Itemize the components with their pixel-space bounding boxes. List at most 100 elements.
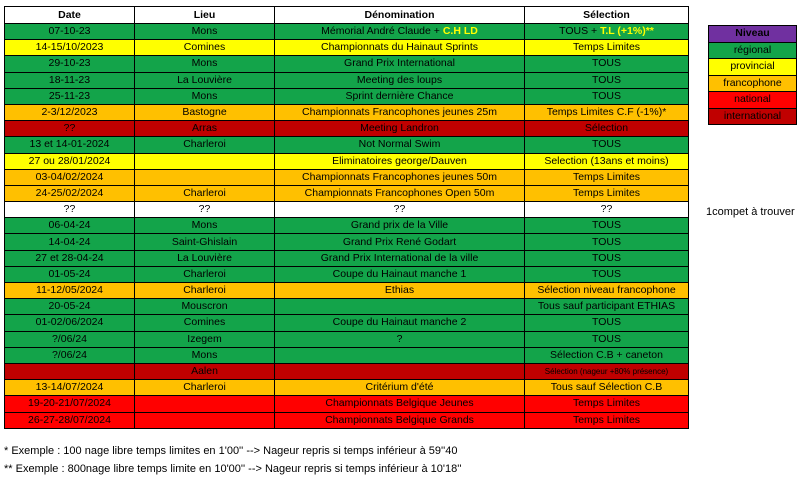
selection-cell: Tous sauf Sélection C.B <box>524 379 689 397</box>
selection-cell: TOUS <box>524 55 689 73</box>
date-cell: 13-14/07/2024 <box>4 379 135 397</box>
date-text: ?? <box>63 122 76 135</box>
lieu-text: Mons <box>191 89 218 102</box>
date-cell: 01-05-24 <box>4 265 135 284</box>
denomination-cell: Coupe du Hainaut manche 2 <box>274 314 525 332</box>
date-text: 25-11-23 <box>48 89 91 102</box>
selection-cell: Sélection <box>524 120 689 138</box>
date-text: 24-25/02/2024 <box>35 186 104 199</box>
date-cell: 20-05-24 <box>4 298 135 316</box>
selection-cell: TOUS <box>524 233 689 251</box>
denomination-text: Mémorial André Claude + <box>321 25 443 38</box>
selection-cell: Temps Limites <box>524 411 689 429</box>
lieu-cell: Charleroi <box>134 136 275 154</box>
selection-cell: Sélection niveau francophone <box>524 281 689 300</box>
selection-cell: TOUS <box>524 71 689 89</box>
lieu-cell: Charleroi <box>134 379 275 397</box>
selection-cell: TOUS <box>524 87 689 105</box>
table-row: 07-10-23 Mons Mémorial André Claude + C.H … <box>4 22 689 41</box>
lieu-cell: Izegem <box>134 330 275 348</box>
denomination-text: Ethias <box>384 284 415 297</box>
selection-cell: Tous sauf participant ETHIAS <box>524 298 689 316</box>
table-body: 07-10-23 Mons Mémorial André Claude + C.H … <box>4 22 689 429</box>
footnotes: * Exemple : 100 nage libre temps limites… <box>4 442 461 478</box>
lieu-cell: Comines <box>134 314 275 332</box>
date-cell: 18-11-23 <box>4 71 135 89</box>
date-text: 27 ou 28/01/2024 <box>28 154 111 167</box>
highlight-text: C.H LD <box>442 25 478 38</box>
lieu-cell: Arras <box>134 120 275 138</box>
selection-text: ?? <box>600 203 613 216</box>
denomination-cell: Championnats Francophones jeunes 50m <box>274 168 525 186</box>
date-text: ?/06/24 <box>51 332 88 345</box>
denomination-text: Coupe du Hainaut manche 2 <box>332 316 467 329</box>
selection-text: Tous sauf Sélection C.B <box>550 381 663 394</box>
denomination-cell: Grand Prix International de la ville <box>274 249 525 267</box>
lieu-text: Izegem <box>187 332 222 345</box>
selection-text: Sélection C.B + caneton <box>550 348 663 361</box>
footnote-1: * Exemple : 100 nage libre temps limites… <box>4 445 458 457</box>
date-text: 13 et 14-01-2024 <box>29 138 110 151</box>
table-row: 14-04-24 Saint-Ghislain Grand Prix René Go… <box>4 233 689 251</box>
table-row: 19-20-21/07/2024 Championnats Belgique Je… <box>4 395 689 413</box>
date-cell <box>4 362 135 381</box>
lieu-text: Charleroi <box>183 186 226 199</box>
denomination-cell: Championnats Francophones Open 50m <box>274 184 525 203</box>
denomination-text: Championnats Francophones jeunes 50m <box>302 170 497 183</box>
lieu-text: La Louvière <box>177 73 232 86</box>
table-row: 20-05-24 Mouscron Tous sauf participant ET… <box>4 298 689 316</box>
selection-text: Temps Limites <box>572 186 641 199</box>
denomination-cell: Championnats Francophones jeunes 25m <box>274 103 525 122</box>
selection-text: Temps Limites <box>572 413 641 426</box>
lieu-text: Mons <box>191 57 218 70</box>
selection-text: TOUS + <box>559 25 601 38</box>
selection-cell: TOUS <box>524 217 689 235</box>
denomination-cell: Coupe du Hainaut manche 1 <box>274 265 525 284</box>
footnote-2: ** Exemple : 800nage libre temps limite … <box>4 463 462 475</box>
lieu-text: Charleroi <box>183 284 226 297</box>
lieu-cell: Charleroi <box>134 184 275 203</box>
date-cell: ?/06/24 <box>4 346 135 364</box>
denomination-text: Championnats du Hainaut Sprints <box>320 41 478 54</box>
date-text: 29-10-23 <box>48 57 91 70</box>
denomination-cell: Ethias <box>274 281 525 300</box>
lieu-cell: Mouscron <box>134 298 275 316</box>
table-row: ?/06/24 Izegem? TOUS <box>4 330 689 348</box>
lieu-text: Bastogne <box>182 106 227 119</box>
denomination-text: Eliminatoires george/Dauven <box>332 154 467 167</box>
table-row: ?? Arras Meeting Landron Sélection <box>4 120 689 138</box>
date-cell: 27 ou 28/01/2024 <box>4 152 135 170</box>
lieu-text: Mons <box>191 348 218 361</box>
selection-cell: Temps Limites <box>524 168 689 186</box>
selection-cell: Sélection (nageur +80% présence) <box>524 362 689 381</box>
denomination-text: Championnats Belgique Grands <box>325 413 474 426</box>
table-row: 29-10-23 Mons Grand Prix International TOUS <box>4 55 689 73</box>
lieu-cell: Aalen <box>134 362 275 381</box>
table-row: 27 ou 28/01/2024 Eliminatoires george/Dau… <box>4 152 689 170</box>
selection-cell: ?? <box>524 201 689 219</box>
denomination-cell <box>274 346 525 364</box>
legend-item: régional <box>708 41 797 59</box>
denomination-cell: Meeting des loups <box>274 71 525 89</box>
lieu-cell: La Louvière <box>134 249 275 267</box>
denomination-cell: Meeting Landron <box>274 120 525 138</box>
date-cell: ?/06/24 <box>4 330 135 348</box>
denomination-cell <box>274 298 525 316</box>
denomination-text: Coupe du Hainaut manche 1 <box>332 267 467 280</box>
denomination-text: Grand Prix International de la ville <box>320 251 479 264</box>
denomination-text: Grand Prix International <box>344 57 455 70</box>
denomination-cell: Championnats Belgique Grands <box>274 411 525 429</box>
date-text: 27 et 28-04-24 <box>35 251 104 264</box>
lieu-text: Charleroi <box>183 267 226 280</box>
date-cell: 13 et 14-01-2024 <box>4 136 135 154</box>
selection-cell: Selection (13ans et moins) <box>524 152 689 170</box>
legend-item: provincial <box>708 58 797 76</box>
date-text: ?/06/24 <box>51 348 88 361</box>
denomination-text: Not Normal Swim <box>358 138 441 151</box>
lieu-cell: Charleroi <box>134 281 275 300</box>
lieu-cell: La Louvière <box>134 71 275 89</box>
selection-cell: TOUS + T.L (+1%)** <box>524 22 689 41</box>
table-row: 01-05-24 Charleroi Coupe du Hainaut manche… <box>4 265 689 284</box>
table-row: 11-12/05/2024 Charleroi Ethias Sélection ni… <box>4 281 689 300</box>
lieu-text: Mouscron <box>181 300 228 313</box>
